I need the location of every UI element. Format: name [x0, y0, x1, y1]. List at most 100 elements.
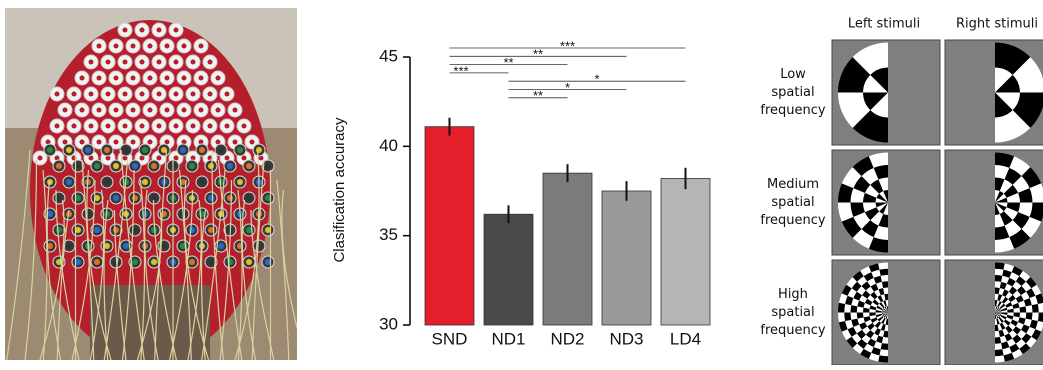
electrode-center: [97, 44, 102, 49]
checker-cell: [1026, 313, 1033, 320]
electrode-center: [246, 259, 252, 265]
electrode-center: [114, 140, 119, 145]
x-tick-label: ND3: [609, 329, 643, 348]
electrode-center: [56, 227, 62, 233]
electrode-center: [47, 147, 53, 153]
electrode-center: [63, 140, 68, 145]
row-label: frequency: [760, 213, 826, 228]
significance-label: ***: [560, 38, 575, 53]
checker-cell: [995, 275, 1002, 282]
electrode-center: [94, 259, 100, 265]
electrode-center: [191, 92, 196, 97]
electrode-center: [208, 60, 213, 65]
electrode-center: [189, 227, 195, 233]
electrode-center: [246, 195, 252, 201]
electrode-center: [157, 28, 162, 33]
electrode-center: [174, 124, 179, 129]
electrode-center: [132, 195, 138, 201]
electrode-center: [106, 92, 111, 97]
row-label: spatial: [771, 305, 814, 320]
electrode-center: [114, 76, 119, 81]
bar: [543, 173, 592, 325]
electrode-center: [140, 60, 145, 65]
electrode-center: [94, 227, 100, 233]
row-label: Medium: [767, 177, 819, 192]
electrode-center: [242, 124, 247, 129]
electrode-center: [89, 92, 94, 97]
electrode-center: [161, 243, 167, 249]
electrode-center: [148, 140, 153, 145]
electrode-center: [85, 147, 91, 153]
electrode-center: [104, 179, 110, 185]
checker-cell: [995, 263, 1005, 270]
electrode-center: [157, 124, 162, 129]
electrode-center: [66, 179, 72, 185]
bar: [661, 178, 710, 325]
electrode-center: [225, 124, 230, 129]
electrode-center: [216, 76, 221, 81]
electrode-center: [66, 147, 72, 153]
electrode-center: [123, 124, 128, 129]
electrode-center: [208, 92, 213, 97]
electrode-center: [265, 163, 271, 169]
column-label: Left stimuli: [848, 17, 920, 32]
eeg-photo: [5, 8, 308, 365]
x-tick-label: ND1: [491, 329, 525, 348]
x-tick-label: LD4: [670, 329, 701, 348]
checker-cell: [851, 305, 858, 312]
checker-cell: [851, 313, 858, 320]
electrode-center: [148, 44, 153, 49]
electrode-center: [227, 163, 233, 169]
electrode-center: [38, 156, 43, 161]
electrode-center: [237, 179, 243, 185]
electrode-center: [199, 147, 205, 153]
column-label: Right stimuli: [956, 17, 1038, 32]
checker-cell: [1032, 313, 1039, 322]
electrode-center: [113, 163, 119, 169]
bar: [425, 127, 474, 325]
electrode-center: [132, 259, 138, 265]
electrode-center: [157, 92, 162, 97]
significance-label: **: [533, 88, 543, 103]
y-tick-label: 40: [379, 136, 398, 155]
electrode-center: [199, 179, 205, 185]
page: {"chart_data": {"type": "bar", "y_label"…: [0, 0, 1043, 365]
electrode-center: [131, 108, 136, 113]
electrode-center: [218, 147, 224, 153]
electrode-center: [242, 156, 247, 161]
electrode-center: [72, 92, 77, 97]
electrode-center: [80, 140, 85, 145]
electrode-center: [140, 28, 145, 33]
electrode-center: [72, 124, 77, 129]
electrode-center: [123, 243, 129, 249]
checker-cell: [995, 355, 1005, 362]
electrode-center: [55, 124, 60, 129]
significance-label: **: [533, 47, 543, 62]
bar: [484, 214, 533, 325]
electrode-center: [174, 28, 179, 33]
electrode-center: [151, 259, 157, 265]
electrode-center: [250, 140, 255, 145]
row-label: High: [778, 287, 808, 302]
electrode-center: [182, 76, 187, 81]
electrode-center: [148, 108, 153, 113]
row-label: spatial: [771, 85, 814, 100]
significance-label: *: [565, 80, 570, 95]
checker-cell: [838, 303, 845, 313]
checker-cell: [1032, 304, 1039, 313]
electrode-center: [131, 140, 136, 145]
electrode-center: [113, 227, 119, 233]
electrode-center: [208, 163, 214, 169]
electrode-center: [165, 44, 170, 49]
electrode-center: [113, 195, 119, 201]
x-tick-label: ND2: [550, 329, 584, 348]
electrode-center: [94, 163, 100, 169]
checker-cell: [879, 349, 888, 356]
electrode-center: [151, 227, 157, 233]
electrode-center: [199, 108, 204, 113]
electrode-center: [97, 140, 102, 145]
electrode-center: [148, 76, 153, 81]
y-tick-label: 35: [379, 225, 398, 244]
electrode-center: [142, 147, 148, 153]
